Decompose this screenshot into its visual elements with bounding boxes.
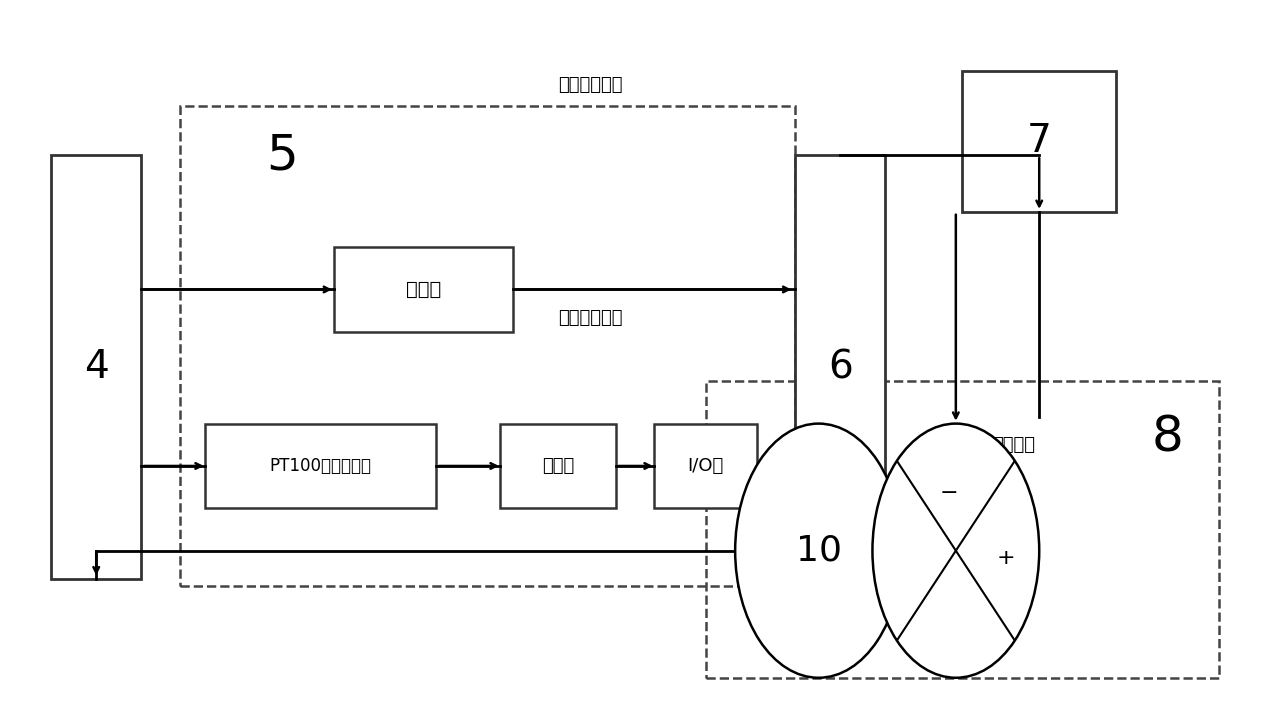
Bar (500, 424, 616, 508)
Text: −: − (940, 484, 958, 503)
Text: 6: 6 (828, 348, 853, 386)
Text: 补偿信号: 补偿信号 (992, 436, 1035, 454)
Text: 温度信号采集: 温度信号采集 (558, 309, 622, 327)
Text: +: + (997, 548, 1015, 568)
Bar (654, 424, 757, 508)
Text: 电缆线: 电缆线 (541, 457, 575, 475)
Text: 10: 10 (790, 532, 839, 570)
Bar (51, 155, 141, 579)
Text: 7: 7 (1026, 122, 1052, 160)
Text: 8: 8 (1152, 414, 1183, 462)
Text: PT100温度传感器: PT100温度传感器 (269, 457, 372, 475)
Text: 光削尺: 光削尺 (405, 280, 441, 299)
Text: I/O口: I/O口 (688, 457, 724, 475)
Bar (180, 106, 795, 586)
Bar (334, 247, 513, 332)
Text: 10: 10 (795, 534, 842, 568)
Text: 4: 4 (83, 348, 109, 386)
Ellipse shape (872, 424, 1039, 678)
Text: 5: 5 (267, 131, 298, 179)
Bar (962, 71, 1116, 212)
Text: 9: 9 (934, 626, 965, 674)
Bar (795, 155, 885, 579)
Ellipse shape (735, 424, 902, 678)
Text: 位置信号采集: 位置信号采集 (558, 76, 622, 94)
Bar (706, 381, 1219, 678)
Bar (205, 424, 436, 508)
